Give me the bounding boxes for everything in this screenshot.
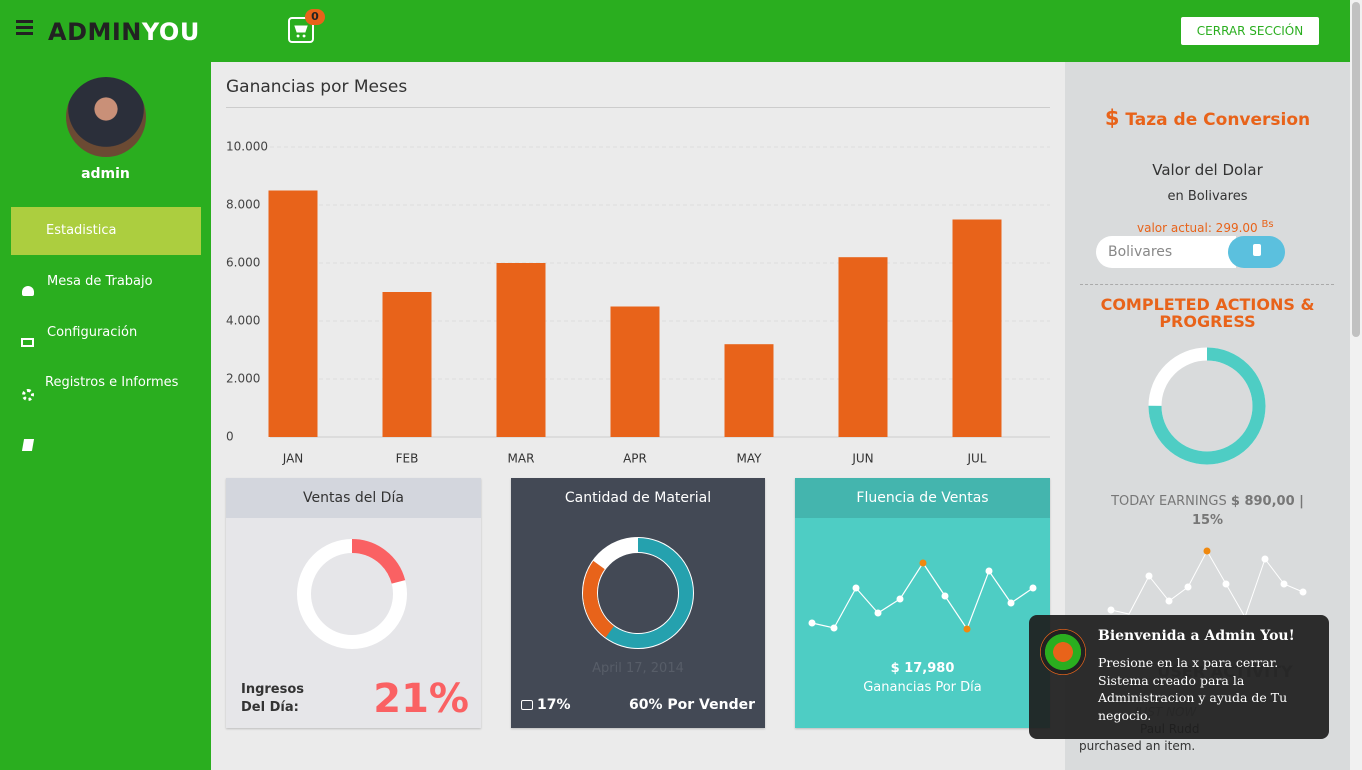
dollar-icon: $ <box>1104 106 1120 130</box>
in-currency: en Bolivares <box>1167 189 1248 204</box>
card-material: Cantidad de Material April 17, 2014 17% … <box>511 478 765 728</box>
cart-badge: 0 <box>305 9 325 25</box>
x-tick-label: APR <box>623 452 647 466</box>
brand-b: YOU <box>141 18 200 46</box>
donut <box>1148 347 1266 465</box>
sidebar: admin Estadistica Mesa de Trabajo Config… <box>0 62 211 770</box>
avatar <box>66 77 146 157</box>
user-name: admin <box>81 166 130 182</box>
caption: Ganancias Por Día <box>863 680 982 695</box>
cart-button[interactable] <box>288 17 314 43</box>
sparkline <box>1107 547 1307 619</box>
bar <box>382 292 432 437</box>
brand-a: ADMIN <box>48 18 142 46</box>
card-fluencia: Fluencia de Ventas $ 17,980 Ganancias Po… <box>795 478 1050 728</box>
income-label: Ingresos Del Día: <box>241 682 305 715</box>
menu-icon <box>21 439 35 451</box>
divider <box>1080 284 1334 285</box>
bar <box>610 306 660 437</box>
conversion-title: $ Taza de Conversion <box>1065 106 1350 130</box>
activity-text: purchased an item. <box>1079 739 1196 753</box>
y-tick-label: 8.000 <box>226 198 260 212</box>
y-tick-label: 0 <box>226 430 234 444</box>
y-tick-label: 4.000 <box>226 314 260 328</box>
card-date: April 17, 2014 <box>592 661 684 676</box>
stat-icon <box>521 700 533 710</box>
earnings-value: $ 890,00 | 15% <box>1191 494 1304 528</box>
bar <box>268 190 318 437</box>
menu-icon <box>21 338 34 347</box>
y-tick-label: 6.000 <box>226 256 260 270</box>
dollar-value: Valor del Dolar <box>1152 161 1263 179</box>
brand: ADMINYOU <box>48 18 200 46</box>
amount: $ 17,980 <box>890 661 955 676</box>
top-bar: ADMINYOU 0 CERRAR SECCIÓN <box>0 0 1350 62</box>
x-tick-label: MAY <box>737 452 763 466</box>
chart-title: Ganancias por Meses <box>226 77 407 97</box>
menu-icon <box>22 389 34 401</box>
currency-input[interactable]: Bolivares <box>1096 236 1236 268</box>
card-ventas: Ventas del Día Ingresos Del Día: 21% <box>226 478 481 728</box>
earnings-label: TODAY EARNINGS <box>1111 494 1227 509</box>
toast-title: Bienvenida a Admin You! <box>1098 628 1295 644</box>
bar <box>724 344 774 437</box>
donut <box>582 537 694 649</box>
menu-item[interactable]: Registros e Informes <box>45 375 179 390</box>
x-tick-label: JAN <box>282 452 304 466</box>
earnings: TODAY EARNINGS $ 890,00 | 15% <box>1100 492 1315 530</box>
x-tick-label: MAR <box>508 452 535 466</box>
value-text: valor actual: 299.00 <box>1137 221 1258 235</box>
toast-icon <box>1040 629 1086 675</box>
menu-item[interactable]: Mesa de Trabajo <box>47 274 153 289</box>
pin-button[interactable] <box>1228 236 1285 268</box>
bar <box>952 219 1002 437</box>
x-tick-label: JUN <box>851 452 873 466</box>
card-title: Fluencia de Ventas <box>795 478 1050 518</box>
unit: Bs <box>1261 219 1274 230</box>
menu-item[interactable]: Estadistica <box>11 207 201 255</box>
x-tick-label: JUL <box>966 452 986 466</box>
sparkline <box>808 559 1037 633</box>
toast[interactable]: Bienvenida a Admin You! Presione en la x… <box>1029 615 1329 739</box>
donut <box>297 539 407 649</box>
card-title: Ventas del Día <box>226 478 481 518</box>
menu-icon <box>22 286 34 296</box>
bar <box>838 257 888 437</box>
cart-icon <box>294 25 308 38</box>
stat-left: 17% <box>537 697 571 713</box>
y-tick-label: 2.000 <box>226 372 260 386</box>
current-value: valor actual: 299.00 Bs <box>1137 219 1274 235</box>
menu-item[interactable]: Configuración <box>47 325 138 340</box>
card-title: Cantidad de Material <box>564 490 712 506</box>
progress-title: COMPLETED ACTIONS & PROGRESS <box>1100 295 1315 331</box>
bar-chart: Ganancias por Meses 0 2.000 4.000 6.000 8.00… <box>226 77 1050 466</box>
logout-button[interactable]: CERRAR SECCIÓN <box>1181 17 1319 45</box>
bar <box>496 263 546 437</box>
scrollbar[interactable] <box>1350 0 1362 770</box>
x-tick-label: FEB <box>396 452 419 466</box>
income-percent: 21% <box>373 676 469 722</box>
menu-toggle[interactable] <box>16 26 33 29</box>
stat-right: 60% Por Vender <box>629 697 755 713</box>
toast-body: Presione en la x para cerrar. Sistema cr… <box>1098 655 1288 723</box>
y-tick-label: 10.000 <box>226 140 268 154</box>
conversion-text: Taza de Conversion <box>1125 110 1311 130</box>
